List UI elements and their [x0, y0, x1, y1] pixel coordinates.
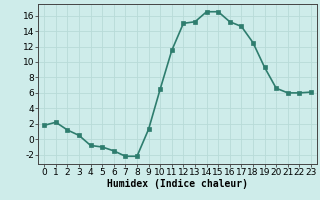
X-axis label: Humidex (Indice chaleur): Humidex (Indice chaleur): [107, 179, 248, 189]
